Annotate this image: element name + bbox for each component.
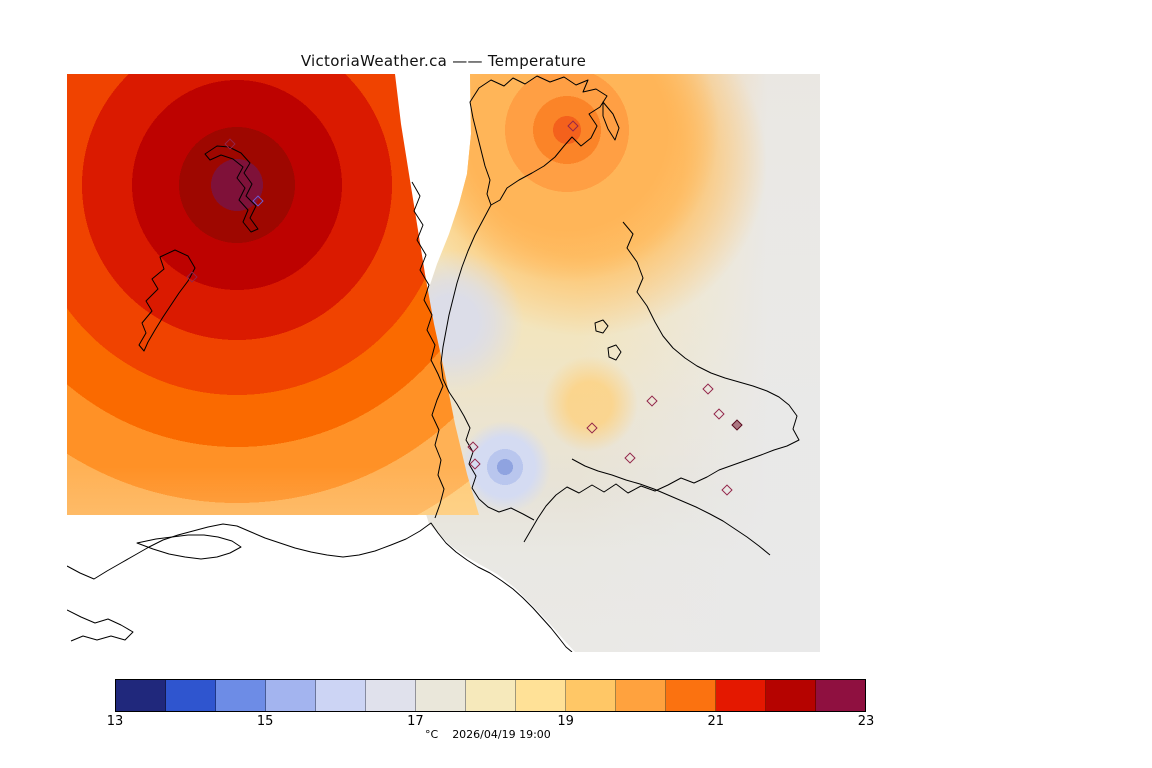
coastline-island-spur bbox=[602, 101, 620, 141]
colorbar-segment bbox=[766, 680, 816, 711]
coastline-south-shore bbox=[571, 458, 771, 556]
coastline-main-east bbox=[523, 221, 800, 543]
station-marker bbox=[731, 419, 743, 431]
station-marker bbox=[224, 138, 236, 150]
colorbar-segment bbox=[316, 680, 366, 711]
colorbar bbox=[115, 679, 866, 712]
temperature-map-plot bbox=[67, 74, 820, 652]
coastline-west-island bbox=[138, 249, 196, 352]
colorbar-segment bbox=[216, 680, 266, 711]
colorbar-tick: 17 bbox=[407, 714, 424, 729]
station-marker bbox=[713, 408, 725, 420]
colorbar-tick: 21 bbox=[707, 714, 725, 729]
coastline-channel-west bbox=[411, 181, 445, 519]
coastline-bottom-left-bay bbox=[67, 609, 134, 642]
colorbar-tick: 13 bbox=[106, 714, 124, 729]
station-marker bbox=[702, 383, 714, 395]
colorbar-segment bbox=[616, 680, 666, 711]
colorbar-segment bbox=[816, 680, 865, 711]
colorbar-tick: 15 bbox=[256, 714, 274, 729]
station-marker bbox=[586, 422, 598, 434]
markers-layer bbox=[67, 74, 820, 652]
colorbar-ticks: 13 15 17 19 21 23 bbox=[107, 712, 875, 730]
colorbar-segment bbox=[116, 680, 166, 711]
station-marker bbox=[252, 195, 264, 207]
colorbar-segment bbox=[716, 680, 766, 711]
station-marker bbox=[186, 271, 198, 283]
colorbar-caption: °C 2026/04/19 19:00 bbox=[425, 728, 551, 741]
colorbar-segment bbox=[166, 680, 216, 711]
coastline-islet-2 bbox=[607, 344, 622, 361]
colorbar-segment bbox=[266, 680, 316, 711]
coastline-bottom bbox=[67, 522, 573, 652]
colorbar-timestamp: 2026/04/19 19:00 bbox=[452, 728, 551, 741]
colorbar-segment bbox=[366, 680, 416, 711]
temperature-field-mild bbox=[407, 74, 820, 652]
coastline-top-island bbox=[469, 75, 608, 206]
station-marker bbox=[624, 452, 636, 464]
coastline-hot-inlet bbox=[204, 145, 259, 233]
colorbar-unit-label: °C bbox=[425, 728, 439, 741]
colorbar-segment bbox=[666, 680, 716, 711]
station-marker bbox=[646, 395, 658, 407]
coastline-channel-east bbox=[440, 204, 535, 521]
coastline-islet-1 bbox=[594, 319, 609, 334]
coastline-svg bbox=[67, 75, 800, 652]
colorbar-wrap: 13 15 17 19 21 23 °C 2026/04/19 19:00 bbox=[107, 679, 875, 741]
colorbar-segment bbox=[566, 680, 616, 711]
colorbar-tick: 19 bbox=[557, 714, 574, 729]
colorbar-segment bbox=[466, 680, 516, 711]
station-marker bbox=[467, 441, 479, 453]
colorbar-segment bbox=[516, 680, 566, 711]
station-marker bbox=[567, 120, 579, 132]
colorbar-segment bbox=[416, 680, 466, 711]
station-marker bbox=[469, 458, 481, 470]
page-title: VictoriaWeather.ca —— Temperature bbox=[300, 52, 587, 70]
coastline-lagoon bbox=[136, 534, 242, 560]
colorbar-tick: 23 bbox=[857, 714, 875, 729]
station-marker bbox=[721, 484, 733, 496]
